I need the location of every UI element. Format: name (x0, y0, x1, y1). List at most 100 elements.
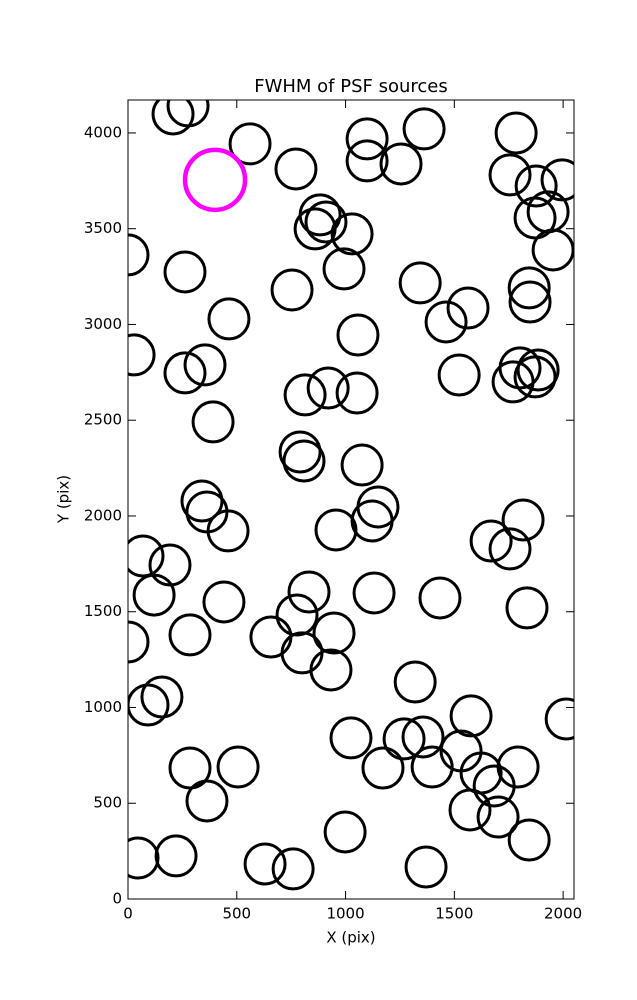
source-circle (404, 845, 448, 889)
source-circle (449, 694, 493, 738)
source-circle (501, 498, 545, 542)
source-circle (128, 620, 150, 664)
y-tick-label: 500 (93, 794, 122, 812)
source-circle (488, 153, 532, 197)
source-circle (207, 297, 251, 341)
y-axis-label: Y (pix) (55, 475, 73, 524)
source-circle (488, 527, 532, 571)
source-circle (282, 439, 326, 483)
x-tick-label: 1000 (326, 905, 364, 923)
y-tick-label: 3000 (84, 315, 122, 333)
x-tick-label: 500 (222, 905, 251, 923)
source-circle (424, 300, 468, 344)
source-circle (128, 333, 156, 377)
chart-title: FWHM of PSF sources (254, 76, 448, 97)
source-circle (293, 207, 337, 251)
source-circle (507, 266, 551, 310)
source-circle (345, 117, 389, 161)
source-circle (154, 834, 198, 878)
source-circle (202, 580, 246, 624)
source-circle (531, 228, 574, 272)
source-circle (128, 233, 150, 277)
source-circle (243, 842, 287, 886)
x-axis-label: X (pix) (326, 929, 375, 947)
source-circle (476, 795, 520, 839)
source-circle (472, 764, 516, 808)
source-circle (352, 571, 396, 615)
source-circle (491, 360, 535, 404)
source-circle (128, 836, 160, 880)
source-circle (314, 508, 358, 552)
source-circle (540, 158, 574, 202)
source-circle (132, 573, 176, 617)
source-circle (494, 111, 538, 155)
source-circle (271, 847, 315, 891)
y-tick-label: 3500 (84, 219, 122, 237)
source-circle (163, 250, 207, 294)
source-circle (140, 675, 184, 719)
x-tick-label: 1500 (435, 905, 473, 923)
source-circle (228, 122, 272, 166)
x-tick-label: 0 (123, 905, 133, 923)
source-circle (270, 268, 314, 312)
source-circle (322, 247, 366, 291)
source-circle (361, 746, 405, 790)
source-circle (287, 570, 331, 614)
source-circle (166, 100, 210, 128)
source-circle (505, 586, 549, 630)
source-circle (448, 788, 492, 832)
source-circle (206, 509, 250, 553)
source-circle (508, 280, 552, 324)
source-circle (544, 697, 574, 741)
source-circle (185, 779, 229, 823)
source-circle (336, 313, 380, 357)
source-circle (345, 139, 389, 183)
source-circle (418, 576, 462, 620)
source-circle (402, 107, 446, 151)
y-tick-label: 4000 (84, 123, 122, 141)
source-circle (514, 164, 558, 208)
plot-area (128, 100, 574, 891)
y-tick-label: 2500 (84, 411, 122, 429)
source-circle (446, 286, 490, 330)
source-circle (513, 355, 557, 399)
y-tick-label: 1000 (84, 698, 122, 716)
source-circle (163, 351, 207, 395)
source-circle (340, 443, 384, 487)
source-circle (516, 348, 560, 392)
source-circle (401, 715, 445, 759)
source-circle (191, 400, 235, 444)
axes-frame (127, 99, 575, 900)
source-circle (278, 430, 322, 474)
y-tick-label: 0 (112, 890, 122, 908)
source-circle (335, 371, 379, 415)
source-circle (323, 810, 367, 854)
source-circle (283, 373, 327, 417)
source-circle (274, 147, 318, 191)
source-circle (309, 648, 353, 692)
source-circle (410, 745, 454, 789)
source-circle (507, 818, 551, 862)
source-circle (312, 611, 356, 655)
source-circle (151, 100, 195, 136)
source-circle (379, 142, 423, 186)
source-circle (469, 519, 513, 563)
source-circle (330, 212, 374, 256)
source-circle (350, 499, 394, 543)
source-circle (393, 660, 437, 704)
source-circle (128, 534, 165, 578)
source-circle (329, 716, 373, 760)
source-circle (304, 200, 348, 244)
source-circle (168, 613, 212, 657)
y-tick-label: 1500 (84, 602, 122, 620)
source-circle (382, 717, 426, 761)
source-circle (437, 353, 481, 397)
source-circle (216, 745, 260, 789)
source-circle (306, 366, 350, 410)
source-circle (182, 147, 248, 213)
x-tick-label: 2000 (544, 905, 582, 923)
source-circle (398, 261, 442, 305)
